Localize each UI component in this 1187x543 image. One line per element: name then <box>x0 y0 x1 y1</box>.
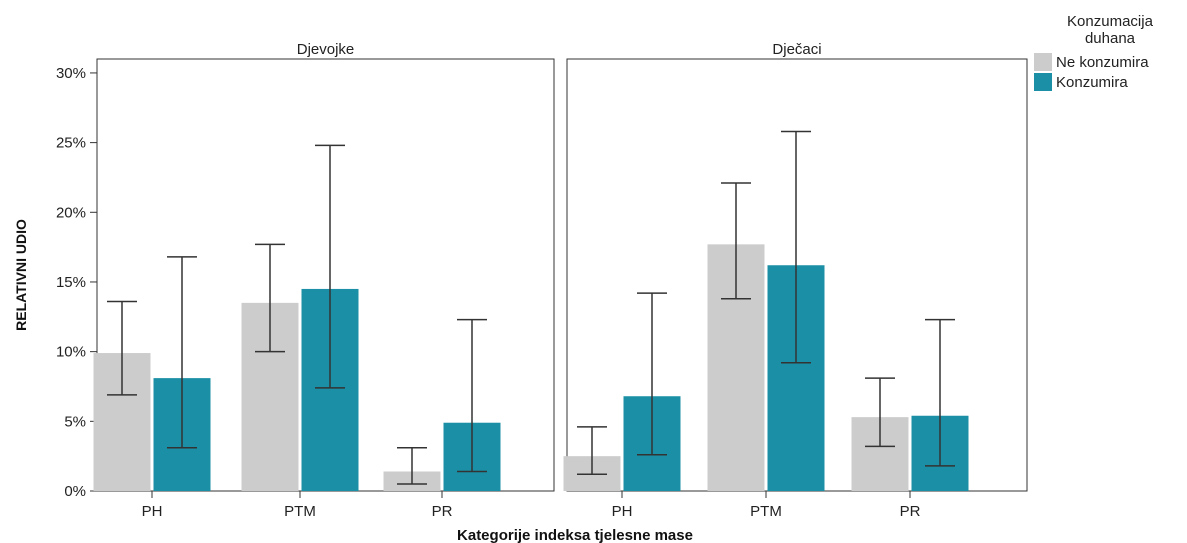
panel-title: Dječaci <box>772 41 821 58</box>
error-bar <box>167 256 197 449</box>
x-axis-title: Kategorije indeksa tjelesne mase <box>457 527 693 543</box>
y-axis: 0% 5% 10% 15% 20% 25% 30% <box>56 59 98 500</box>
legend-label: Ne konzumira <box>1056 54 1149 71</box>
legend-entry: Konzumira <box>1034 73 1128 91</box>
panel-title: Djevojke <box>297 41 355 58</box>
y-tick-label: 10% <box>56 344 86 361</box>
x-tick-label: PTM <box>750 503 782 520</box>
error-bar <box>925 318 955 467</box>
error-bar <box>315 144 345 389</box>
y-axis-title: RELATIVNI UDIO <box>13 219 29 331</box>
legend-title-line-1: Konzumacija <box>1067 13 1154 30</box>
y-tick-label: 15% <box>56 274 86 291</box>
x-tick-label: PH <box>612 503 633 520</box>
x-tick-label: PR <box>432 503 453 520</box>
panel-djevojke: Djevojke PH PTM PR <box>93 41 555 520</box>
error-bar <box>255 243 285 353</box>
panel-djecaci: Dječaci PH PTM PR <box>563 41 1028 520</box>
legend-swatch <box>1034 53 1052 71</box>
legend-label: Konzumira <box>1056 74 1128 91</box>
y-tick-label: 30% <box>56 65 86 82</box>
legend-title-line-2: duhana <box>1085 30 1136 47</box>
panels: Djevojke PH PTM PR Dječaci PH PTM PR <box>93 41 1028 520</box>
x-tick-label: PH <box>142 503 163 520</box>
y-tick-label: 5% <box>64 413 86 430</box>
legend-swatch <box>1034 73 1052 91</box>
error-bar <box>781 130 811 364</box>
legend: Konzumacija duhana Ne konzumira Konzumira <box>1034 13 1154 91</box>
error-bar <box>397 447 427 485</box>
x-tick-label: PR <box>900 503 921 520</box>
error-bar <box>577 426 607 476</box>
legend-entry: Ne konzumira <box>1034 53 1149 71</box>
error-bar <box>457 318 487 473</box>
y-tick-label: 20% <box>56 204 86 221</box>
error-bar <box>865 377 895 448</box>
x-tick-label: PTM <box>284 503 316 520</box>
error-bar <box>637 292 667 456</box>
error-bar <box>107 300 137 396</box>
error-bar <box>721 182 751 300</box>
y-tick-label: 0% <box>64 483 86 500</box>
y-tick-label: 25% <box>56 135 86 152</box>
